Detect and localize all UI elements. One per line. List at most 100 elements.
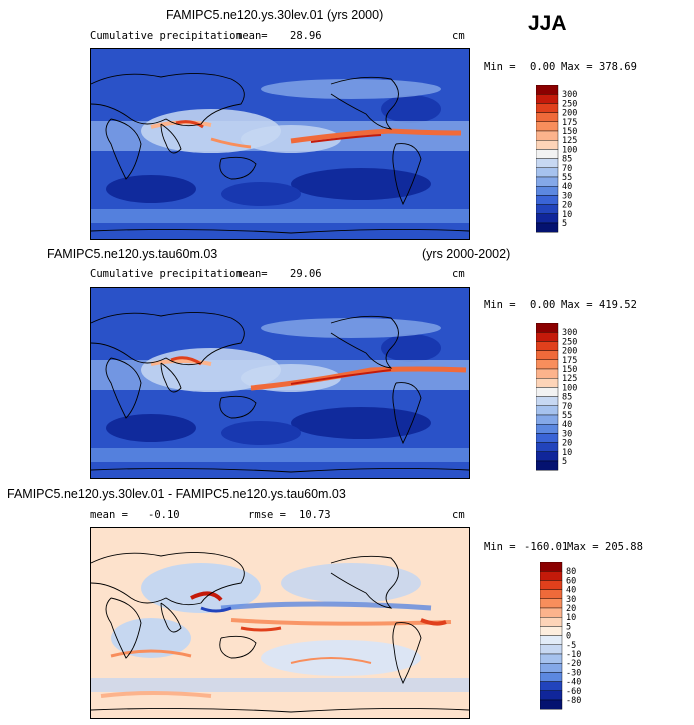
panel1-colorbar-tick-label: 10 — [562, 210, 572, 220]
panel1-colorbar-swatch — [536, 176, 559, 187]
panel3-colorbar-swatch — [540, 699, 563, 710]
panel3-mean-value: -0.10 — [148, 509, 180, 521]
panel2-min-value: 0.00 — [530, 299, 556, 311]
panel3-max-value: 205.88 — [605, 541, 643, 553]
panel3-colorbar-swatch — [540, 607, 563, 618]
panel2-mean-value: 29.06 — [290, 268, 322, 280]
panel2-max-value: 419.52 — [599, 299, 637, 311]
panel1-colorbar-swatch — [536, 112, 559, 123]
panel1-colorbar-swatch — [536, 103, 559, 113]
panel2-colorbar-swatch — [536, 433, 559, 443]
panel2-map — [90, 287, 470, 479]
panel1-title: FAMIPC5.ne120.ys.30lev.01 (yrs 2000) — [166, 8, 384, 22]
panel3-colorbar-tick-label: 60 — [566, 576, 576, 586]
panel3-min-label: Min = — [484, 541, 516, 553]
panel1-subtitle: Cumulative precipitation — [90, 30, 242, 42]
panel1-colorbar-swatch — [536, 213, 559, 224]
panel2-map-field — [91, 288, 469, 478]
panel1-colorbar-swatch — [536, 158, 559, 168]
panel3-mean-label: mean = — [90, 509, 128, 521]
panel2-colorbar-swatch — [536, 396, 559, 406]
panel2-mean-label: mean= — [236, 268, 268, 280]
panel1-colorbar-tick-label: 20 — [562, 201, 572, 211]
panel1-colorbar-tick-label: 85 — [562, 155, 572, 165]
panel2-colorbar-tick-label: 125 — [562, 374, 577, 384]
panel2-colorbar-swatch — [536, 359, 559, 370]
panel2-colorbar-swatch — [536, 451, 559, 462]
panel2-min-label: Min = — [484, 299, 516, 311]
panel2-colorbar-tick-label: 200 — [562, 347, 577, 357]
panel1-colorbar-swatch — [536, 93, 559, 104]
panel2-colorbar-tick-label: 30 — [562, 429, 572, 439]
panel2-colorbar: 300 250 200 175 150 125 100 85 70 55 40 30 20 10 5 — [536, 323, 596, 473]
panel3-map-field — [91, 528, 469, 718]
panel3-colorbar-swatch — [540, 589, 563, 600]
panel3-colorbar-swatch — [540, 580, 563, 590]
panel3-colorbar-tick-label: 5 — [566, 622, 571, 632]
panel1-colorbar-swatch — [536, 121, 559, 132]
panel2-colorbar-tick-label: 300 — [562, 328, 577, 338]
panel1-mean-label: mean= — [236, 30, 268, 42]
panel1-colorbar-tick-label: 300 — [562, 90, 577, 100]
panel3-map — [90, 527, 470, 719]
panel3-colorbar-tick-label: -60 — [566, 687, 581, 697]
panel2-max-label: Max = — [561, 299, 593, 311]
panel1-colorbar: 300 250 200 175 150 125 100 85 70 55 40 30 20 10 5 — [536, 85, 596, 235]
panel2-colorbar-tick-label: 5 — [562, 457, 567, 467]
panel1-mean-value: 28.96 — [290, 30, 322, 42]
panel3-colorbar-tick-label: 30 — [566, 595, 576, 605]
panel3-colorbar-swatch — [540, 626, 563, 636]
panel1-map-field — [91, 49, 469, 239]
panel3-colorbar-tick-label: 40 — [566, 586, 576, 596]
panel3-rmse-value: 10.73 — [299, 509, 331, 521]
panel3-units: cm — [452, 509, 465, 521]
panel1-units: cm — [452, 30, 465, 42]
panel3-rmse-label: rmse = — [248, 509, 286, 521]
panel3-colorbar-tick-label: -5 — [566, 641, 576, 651]
panel1-colorbar-tick-label: 125 — [562, 136, 577, 146]
panel3-colorbar-tick-label: 80 — [566, 567, 576, 577]
panel3-colorbar-swatch — [540, 635, 563, 645]
panel2-colorbar-swatch — [536, 331, 559, 342]
panel1-min-label: Min = — [484, 61, 516, 73]
panel2-colorbar-swatch — [536, 414, 559, 425]
panel2-colorbar-tick-label: 150 — [562, 365, 577, 375]
panel2-subtitle: Cumulative precipitation — [90, 268, 242, 280]
panel2-colorbar-tick-label: 250 — [562, 337, 577, 347]
panel1-colorbar-tick-label: 30 — [562, 191, 572, 201]
panel1-colorbar-tick-label: 175 — [562, 118, 577, 128]
panel1-colorbar-swatch — [536, 140, 559, 150]
panel2-years: (yrs 2000-2002) — [422, 247, 511, 261]
panel1-colorbar-tick-label: 250 — [562, 99, 577, 109]
panel1-colorbar-swatch — [536, 167, 559, 178]
panel3-min-value: -160.01 — [524, 541, 569, 553]
panel2-colorbar-swatch — [536, 460, 559, 471]
panel1-colorbar-tick-label: 70 — [562, 164, 572, 174]
panel1-min-value: 0.00 — [530, 61, 556, 73]
panel3-colorbar-swatch — [540, 672, 563, 682]
panel2-colorbar-tick-label: 100 — [562, 383, 577, 393]
panel2-colorbar-tick-label: 20 — [562, 439, 572, 449]
panel2-colorbar-swatch — [536, 378, 559, 388]
panel2-colorbar-tick-label: 10 — [562, 448, 572, 458]
panel1-colorbar-swatch — [536, 204, 559, 214]
panel1-colorbar-swatch — [536, 130, 559, 141]
panel3-colorbar: 80 60 40 30 20 10 5 0 -5 -10 -20 -30 -40 -60 -80 — [540, 562, 600, 712]
panel1-map — [90, 48, 470, 240]
panel3-colorbar-swatch — [540, 681, 563, 691]
panel2-colorbar-swatch — [536, 442, 559, 452]
panel3-colorbar-swatch — [540, 662, 563, 673]
panel2-colorbar-swatch — [536, 405, 559, 416]
panel1-colorbar-tick-label: 150 — [562, 127, 577, 137]
panel2-colorbar-tick-label: 70 — [562, 402, 572, 412]
panel2-title: FAMIPC5.ne120.ys.tau60m.03 — [47, 247, 218, 261]
panel1-colorbar-tick-label: 55 — [562, 173, 572, 183]
panel1-colorbar-tick-label: 5 — [562, 219, 567, 229]
panel3-colorbar-swatch — [540, 653, 563, 664]
panel3-colorbar-tick-label: -10 — [566, 650, 581, 660]
panel2-colorbar-tick-label: 55 — [562, 411, 572, 421]
panel2-colorbar-swatch — [536, 323, 559, 333]
panel2-units: cm — [452, 268, 465, 280]
panel1-max-value: 378.69 — [599, 61, 637, 73]
